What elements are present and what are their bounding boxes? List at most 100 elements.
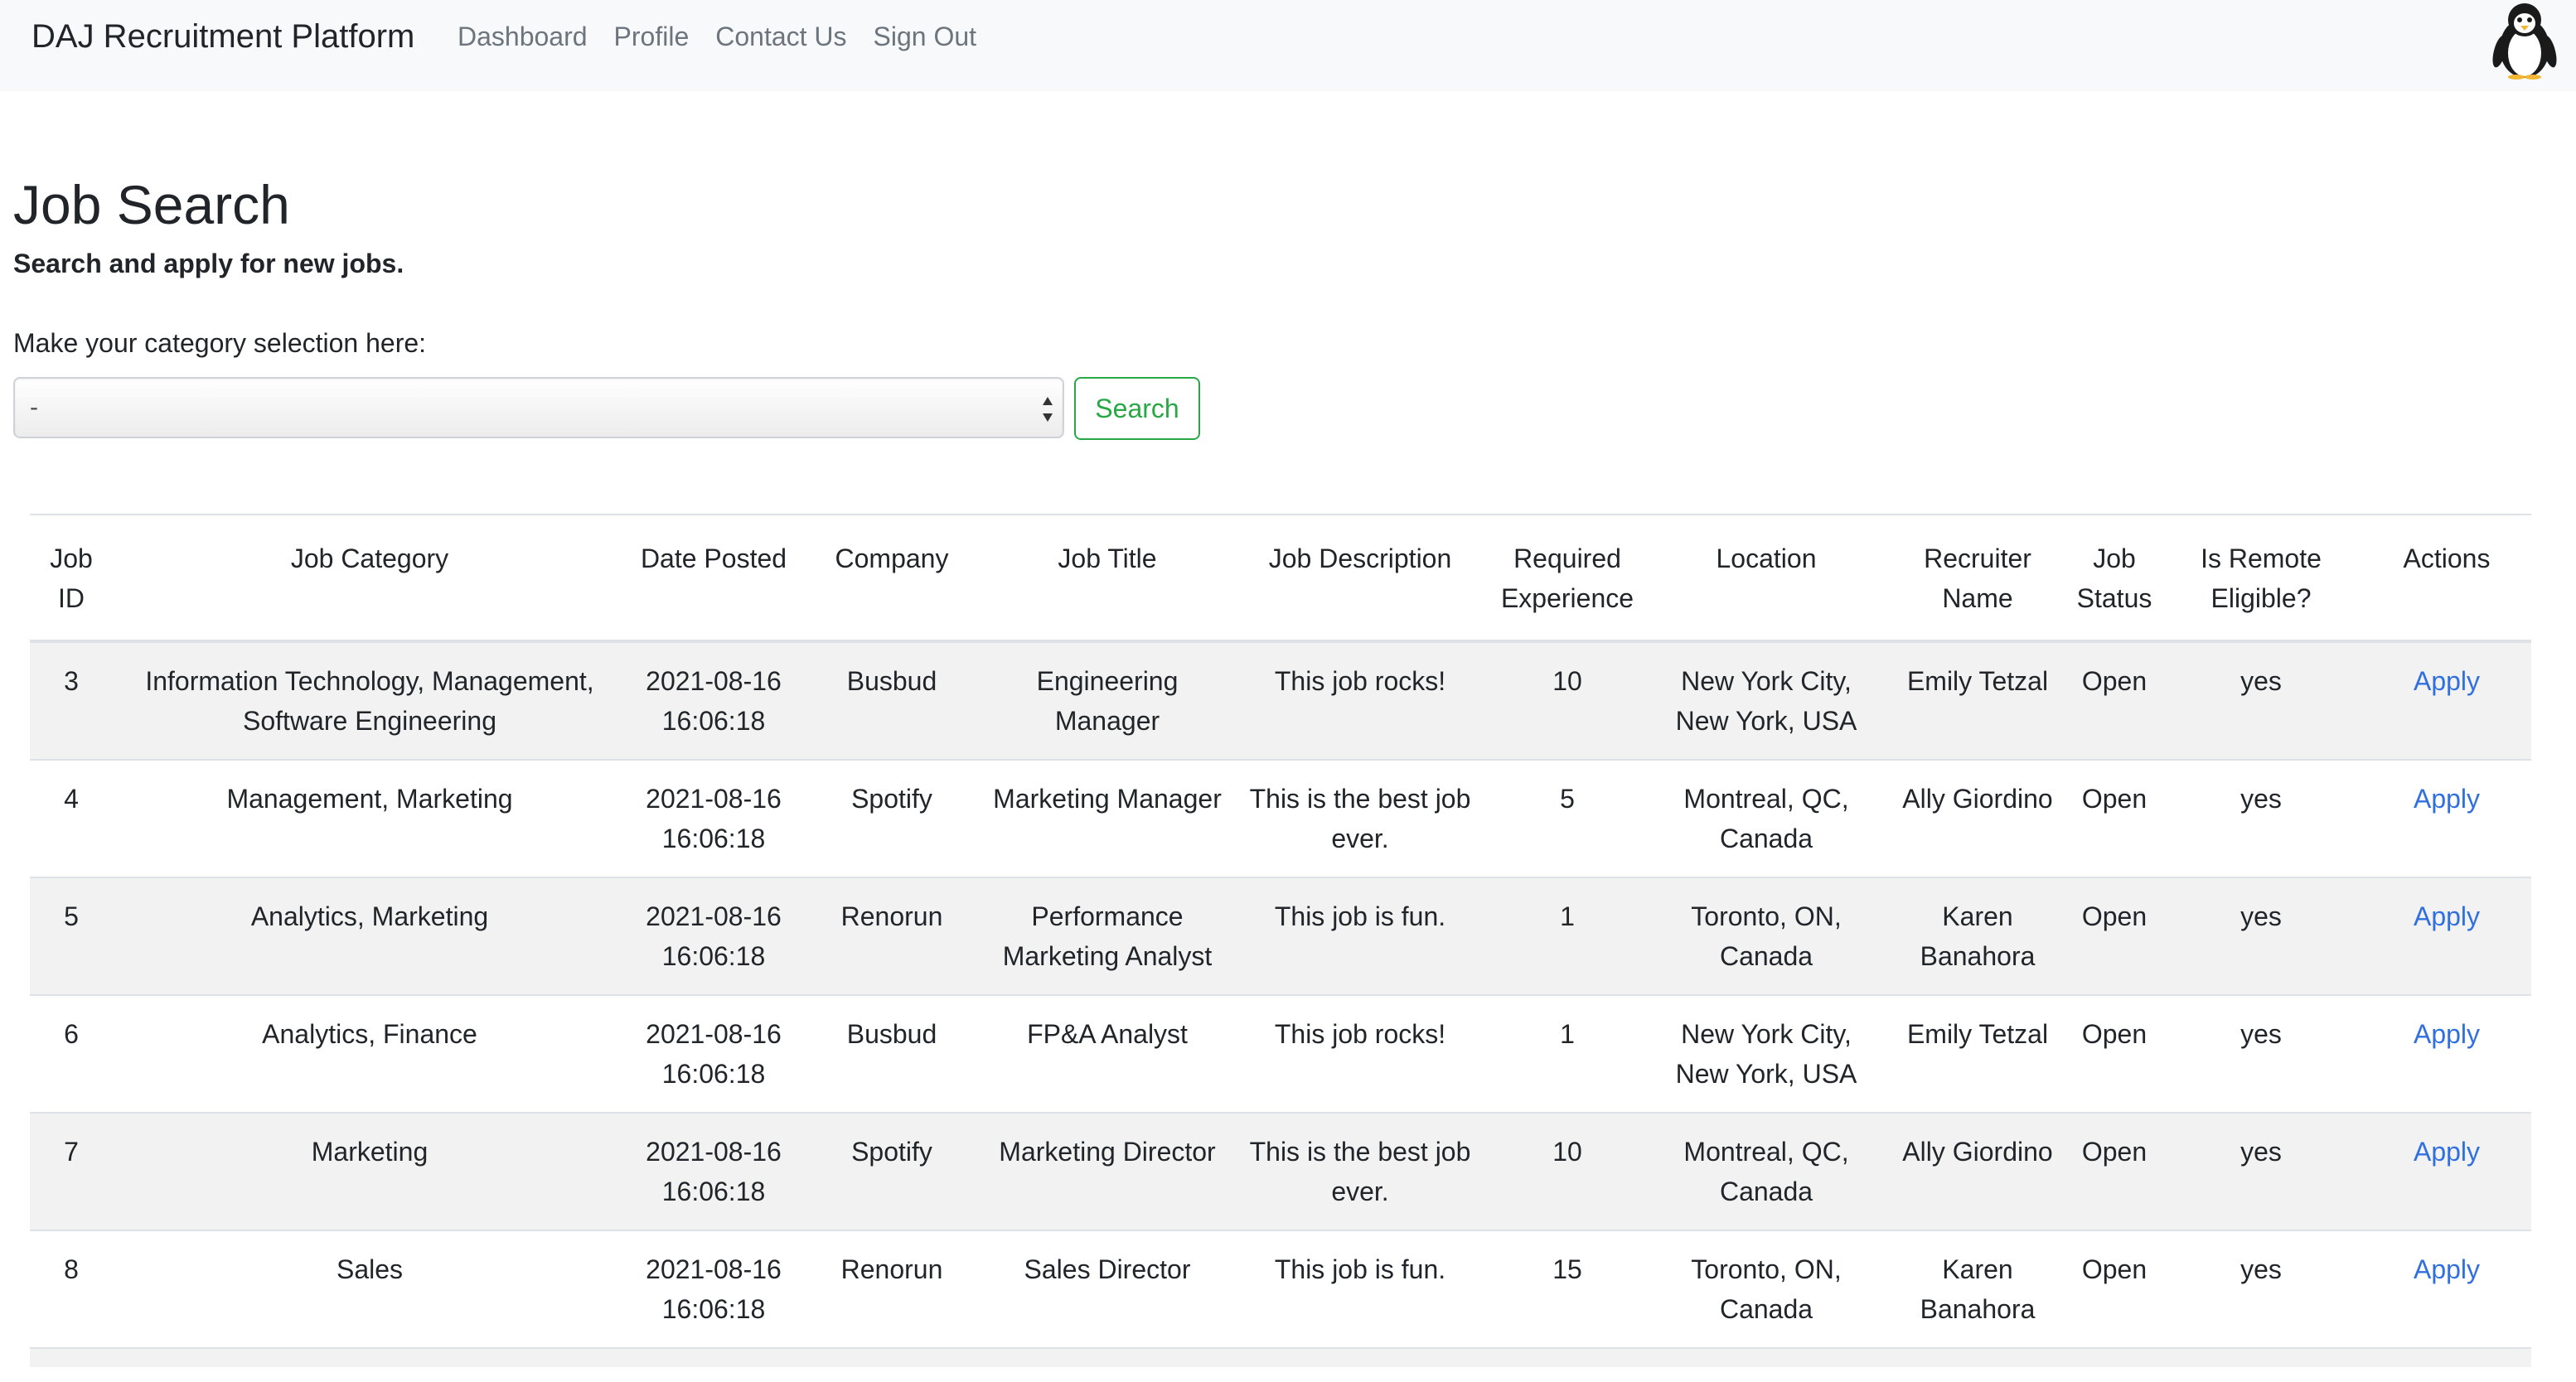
category-label: Make your category selection here: xyxy=(13,328,427,358)
cell-empty xyxy=(2069,1347,2160,1367)
cell-company: Renorun xyxy=(801,877,983,995)
cell-job-status: Open xyxy=(2069,1230,2160,1348)
cell-recruiter-name: Karen Banahora xyxy=(1886,877,2069,995)
header-job-category[interactable]: Job Category xyxy=(113,514,627,643)
cell-empty xyxy=(2160,1347,2362,1367)
cell-job-category: Management, Marketing xyxy=(113,759,627,877)
cell-remote-eligible: yes xyxy=(2160,1230,2362,1348)
cell-remote-eligible: yes xyxy=(2160,877,2362,995)
cell-location: Montreal, QC, Canada xyxy=(1646,1112,1886,1230)
brand-link[interactable]: DAJ Recruitment Platform xyxy=(31,18,415,55)
cell-job-description: This is the best job ever. xyxy=(1232,759,1489,877)
header-job-title[interactable]: Job Title xyxy=(983,514,1232,643)
cell-actions: Apply xyxy=(2362,1112,2531,1230)
cell-actions: Apply xyxy=(2362,759,2531,877)
cell-actions: Apply xyxy=(2362,640,2531,760)
cell-job-category: Analytics, Marketing xyxy=(113,877,627,995)
table-row: 8 Sales 2021-08-16 16:06:18 Renorun Sale… xyxy=(30,1230,2531,1348)
cell-job-title: FP&A Analyst xyxy=(983,994,1232,1113)
cell-required-experience: 1 xyxy=(1489,994,1646,1113)
nav-link-profile[interactable]: Profile xyxy=(613,21,690,51)
cell-empty xyxy=(2362,1347,2531,1367)
table-row: 5 Analytics, Marketing 2021-08-16 16:06:… xyxy=(30,877,2531,995)
cell-empty xyxy=(1646,1347,1886,1367)
cell-job-title: Performance Marketing Analyst xyxy=(983,877,1232,995)
cell-company: Busbud xyxy=(801,640,983,760)
nav-link-sign-out[interactable]: Sign Out xyxy=(873,21,977,51)
nav-links: Dashboard Profile Contact Us Sign Out xyxy=(458,0,1003,73)
cell-job-id: 5 xyxy=(30,877,113,995)
jobs-table: Job ID Job Category Date Posted Company … xyxy=(30,514,2531,1367)
cell-job-status: Open xyxy=(2069,994,2160,1113)
cell-recruiter-name: Emily Tetzal xyxy=(1886,994,2069,1113)
cell-location: Toronto, ON, Canada xyxy=(1646,877,1886,995)
cell-recruiter-name: Karen Banahora xyxy=(1886,1230,2069,1348)
cell-company: Busbud xyxy=(801,994,983,1113)
cell-required-experience: 10 xyxy=(1489,1112,1646,1230)
cell-empty xyxy=(801,1347,983,1367)
cell-recruiter-name: Emily Tetzal xyxy=(1886,640,2069,760)
cell-location: Montreal, QC, Canada xyxy=(1646,759,1886,877)
table-row: 3 Information Technology, Management, So… xyxy=(30,640,2531,760)
header-job-description[interactable]: Job Description xyxy=(1232,514,1489,643)
header-required-experience[interactable]: Required Experience xyxy=(1489,514,1646,643)
cell-location: New York City, New York, USA xyxy=(1646,994,1886,1113)
top-navbar: DAJ Recruitment Platform Dashboard Profi… xyxy=(0,0,2576,91)
cell-job-status: Open xyxy=(2069,877,2160,995)
apply-link[interactable]: Apply xyxy=(2413,1137,2481,1167)
cell-empty xyxy=(1489,1347,1646,1367)
cell-actions: Apply xyxy=(2362,1230,2531,1348)
cell-job-title: Marketing Director xyxy=(983,1112,1232,1230)
cell-job-title: Engineering Manager xyxy=(983,640,1232,760)
cell-job-description: This job is fun. xyxy=(1232,1230,1489,1348)
header-recruiter-name[interactable]: Recruiter Name xyxy=(1886,514,2069,643)
cell-actions: Apply xyxy=(2362,877,2531,995)
cell-empty xyxy=(30,1347,113,1367)
cell-company: Renorun xyxy=(801,1230,983,1348)
apply-link[interactable]: Apply xyxy=(2413,1019,2481,1049)
header-job-status[interactable]: Job Status xyxy=(2069,514,2160,643)
category-select[interactable]: - xyxy=(13,377,1064,438)
cell-job-description: This job rocks! xyxy=(1232,640,1489,760)
cell-job-description: This job rocks! xyxy=(1232,994,1489,1113)
search-button[interactable]: Search xyxy=(1074,377,1200,440)
penguin-icon[interactable] xyxy=(2483,0,2566,80)
header-date-posted[interactable]: Date Posted xyxy=(627,514,801,643)
cell-job-title: Marketing Manager xyxy=(983,759,1232,877)
apply-link[interactable]: Apply xyxy=(2413,1254,2481,1284)
cell-location: New York City, New York, USA xyxy=(1646,640,1886,760)
cell-job-status: Open xyxy=(2069,640,2160,760)
header-remote-eligible[interactable]: Is Remote Eligible? xyxy=(2160,514,2362,643)
apply-link[interactable]: Apply xyxy=(2413,666,2481,696)
apply-link[interactable]: Apply xyxy=(2413,784,2481,814)
cell-date-posted: 2021-08-16 16:06:18 xyxy=(627,759,801,877)
cell-date-posted: 2021-08-16 16:06:18 xyxy=(627,640,801,760)
cell-required-experience: 10 xyxy=(1489,640,1646,760)
cell-date-posted: 2021-08-16 16:06:18 xyxy=(627,1230,801,1348)
table-row: 4 Management, Marketing 2021-08-16 16:06… xyxy=(30,759,2531,877)
cell-job-id: 4 xyxy=(30,759,113,877)
cell-job-category: Marketing xyxy=(113,1112,627,1230)
apply-link[interactable]: Apply xyxy=(2413,901,2481,931)
cell-required-experience: 15 xyxy=(1489,1230,1646,1348)
cell-date-posted: 2021-08-16 16:06:18 xyxy=(627,877,801,995)
cell-job-category: Information Technology, Management, Soft… xyxy=(113,640,627,760)
header-company[interactable]: Company xyxy=(801,514,983,643)
cell-job-category: Sales xyxy=(113,1230,627,1348)
cell-empty xyxy=(983,1347,1232,1367)
cell-company: Spotify xyxy=(801,1112,983,1230)
header-location[interactable]: Location xyxy=(1646,514,1886,643)
cell-remote-eligible: yes xyxy=(2160,759,2362,877)
cell-remote-eligible: yes xyxy=(2160,640,2362,760)
cell-location: Toronto, ON, Canada xyxy=(1646,1230,1886,1348)
cell-job-category: Analytics, Finance xyxy=(113,994,627,1113)
select-arrows-icon xyxy=(1041,394,1054,425)
header-job-id[interactable]: Job ID xyxy=(30,514,113,643)
cell-empty xyxy=(1886,1347,2069,1367)
nav-link-contact-us[interactable]: Contact Us xyxy=(715,21,847,51)
cell-date-posted: 2021-08-16 16:06:18 xyxy=(627,994,801,1113)
jobs-table-container: Job ID Job Category Date Posted Company … xyxy=(30,514,2531,1367)
cell-job-id: 3 xyxy=(30,640,113,760)
table-header-row: Job ID Job Category Date Posted Company … xyxy=(30,514,2531,643)
nav-link-dashboard[interactable]: Dashboard xyxy=(458,21,588,51)
